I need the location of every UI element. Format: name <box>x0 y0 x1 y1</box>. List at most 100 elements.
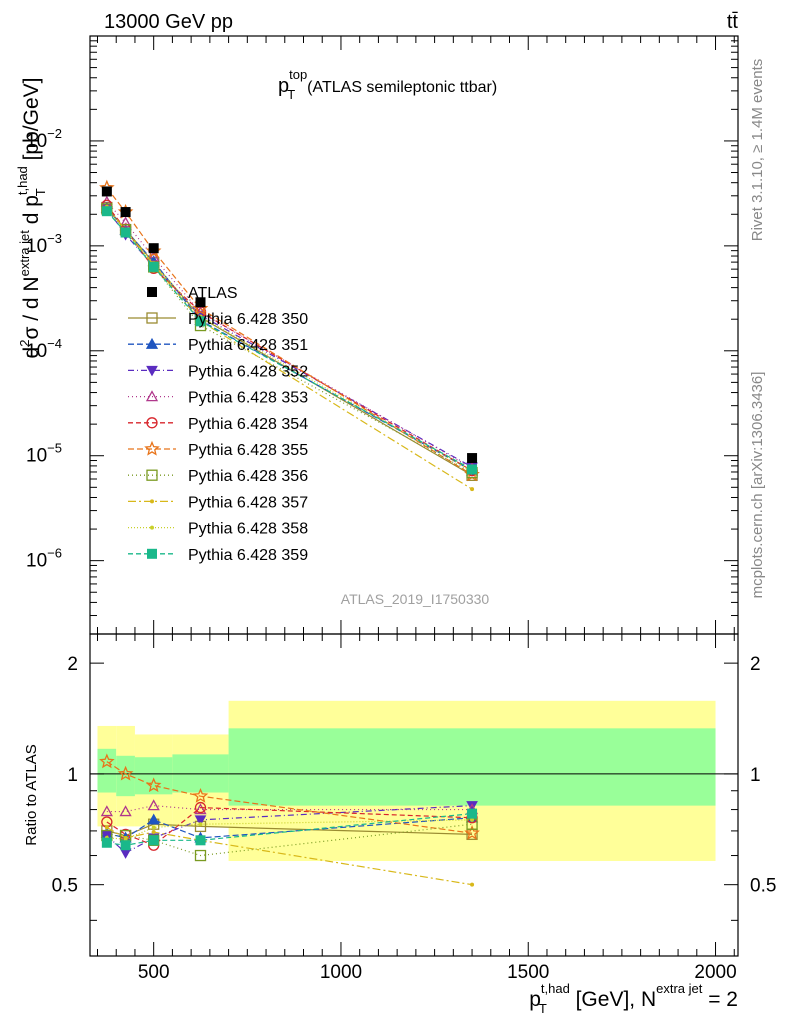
atlas-data-point <box>467 453 478 464</box>
ratio-y-tick-label: 2 <box>67 654 78 675</box>
mcplots-label: mcplots.cern.ch [arXiv:1306.3436] <box>749 372 766 599</box>
legend-item: Pythia 6.428 353 <box>128 390 308 407</box>
ratio-frame <box>89 633 739 957</box>
ratio-series-8 <box>104 817 475 842</box>
ratio-point <box>145 777 162 793</box>
legend-item: Pythia 6.428 350 <box>128 311 308 328</box>
data-point <box>147 250 160 262</box>
legend-label: Pythia 6.428 357 <box>188 494 308 511</box>
atlas-data-point <box>101 186 112 197</box>
ratio-point <box>194 803 207 815</box>
legend-item: Pythia 6.428 356 <box>128 468 308 485</box>
legend-marker <box>146 469 158 481</box>
data-point <box>120 227 131 238</box>
y-tick-label: 10−2 <box>26 126 62 152</box>
ratio-point <box>470 882 475 887</box>
ratio-y-tick-label: 2 <box>750 654 761 675</box>
legend-label: Pythia 6.428 352 <box>188 363 308 380</box>
legend-label: Pythia 6.428 359 <box>188 547 308 564</box>
uncertainty-band-inner <box>228 728 716 806</box>
main-y-label: d2σ / d Nextra jet d pt,had T [pb/GeV] <box>15 78 48 359</box>
ratio-point <box>467 808 478 819</box>
ratio-y-tick-label: 0.5 <box>52 876 78 897</box>
ratio-point <box>123 837 128 842</box>
ratio-point <box>120 840 131 851</box>
process-label: tt̄ <box>727 11 739 33</box>
legend-marker <box>146 365 158 377</box>
ratio-point <box>151 830 156 835</box>
atlas-data <box>101 186 478 464</box>
ratio-point <box>147 799 160 811</box>
ratio-point <box>198 822 203 827</box>
ratio-point <box>100 805 113 817</box>
legend-label: Pythia 6.428 354 <box>188 416 308 433</box>
ratio-line <box>106 813 473 846</box>
legend: ATLAS Pythia 6.428 350 Pythia 6.428 351 Pyt… <box>128 285 308 564</box>
legend-item-atlas: ATLAS <box>147 285 238 302</box>
ratio-line <box>106 819 473 840</box>
legend-label: Pythia 6.428 351 <box>188 337 308 354</box>
ratio-panel: 500 1000 1500 2000 0.5 0.5 1 1 2 2 <box>52 633 776 983</box>
ratio-point <box>148 835 159 846</box>
legend-marker <box>145 337 159 349</box>
x-tick-label: 1500 <box>507 962 549 983</box>
ratio-point <box>101 837 112 848</box>
y-tick-label: 10−6 <box>26 546 62 572</box>
energy-label: 13000 GeV pp <box>104 11 233 33</box>
legend-marker <box>147 548 157 559</box>
y-tick-label: 10−5 <box>26 441 62 467</box>
legend-marker <box>146 417 158 429</box>
atlas-data-point <box>195 297 206 308</box>
ratio-line <box>106 823 473 857</box>
legend-marker <box>147 287 157 297</box>
x-tick-label: 1000 <box>320 962 362 983</box>
ratio-point <box>119 848 132 859</box>
legend-label: Pythia 6.428 358 <box>188 521 308 538</box>
legend-item: Pythia 6.428 357 <box>128 494 308 511</box>
ratio-point <box>464 825 480 840</box>
y-tick-label: 10−4 <box>26 336 62 362</box>
y-tick-label: 10−3 <box>26 231 62 257</box>
ratio-point <box>195 835 206 846</box>
legend-item: Pythia 6.428 352 <box>128 363 308 380</box>
legend-marker <box>150 525 154 530</box>
x-tick-label: 2000 <box>694 962 736 983</box>
legend-item: Pythia 6.428 355 <box>128 440 308 459</box>
legend-label: Pythia 6.428 350 <box>188 311 308 328</box>
legend-marker <box>144 440 160 456</box>
legend-label: Pythia 6.428 355 <box>188 442 308 459</box>
ratio-point <box>147 813 160 825</box>
ratio-point <box>470 817 475 822</box>
legend-item: Pythia 6.428 359 <box>128 547 308 564</box>
ratio-point <box>194 815 207 826</box>
ratio-point <box>194 849 207 862</box>
analysis-id: ATLAS_2019_I1750330 <box>341 591 490 607</box>
title-sup: top <box>289 67 307 82</box>
ratio-point <box>466 801 478 812</box>
ratio-y-tick-label: 1 <box>67 765 78 786</box>
ratio-line <box>106 805 473 813</box>
atlas-data-point <box>120 207 131 218</box>
ratio-y-label: Ratio to ATLAS <box>23 744 40 845</box>
legend-item: Pythia 6.428 351 <box>128 337 308 354</box>
ratio-point <box>194 801 207 814</box>
data-point <box>467 464 478 475</box>
series-line <box>106 204 473 472</box>
ratio-point <box>151 825 156 830</box>
legend-marker <box>145 390 159 402</box>
data-point <box>195 316 206 327</box>
series-line <box>106 209 473 472</box>
x-tick-label: 500 <box>138 962 170 983</box>
main-frame <box>89 35 739 635</box>
uncertainty-band-inner <box>116 755 135 797</box>
main-panel: 10−6 10−5 10−4 10−3 10−2 <box>26 35 739 635</box>
chart-title: ptop T (ATLAS semileptonic ttbar) <box>278 67 497 102</box>
series-9 <box>101 206 478 475</box>
data-point <box>101 206 112 217</box>
ratio-point <box>119 805 132 817</box>
legend-label: Pythia 6.428 356 <box>188 468 308 485</box>
legend-marker <box>150 499 154 504</box>
rivet-label: Rivet 3.1.10, ≥ 1.4M events <box>749 59 766 242</box>
